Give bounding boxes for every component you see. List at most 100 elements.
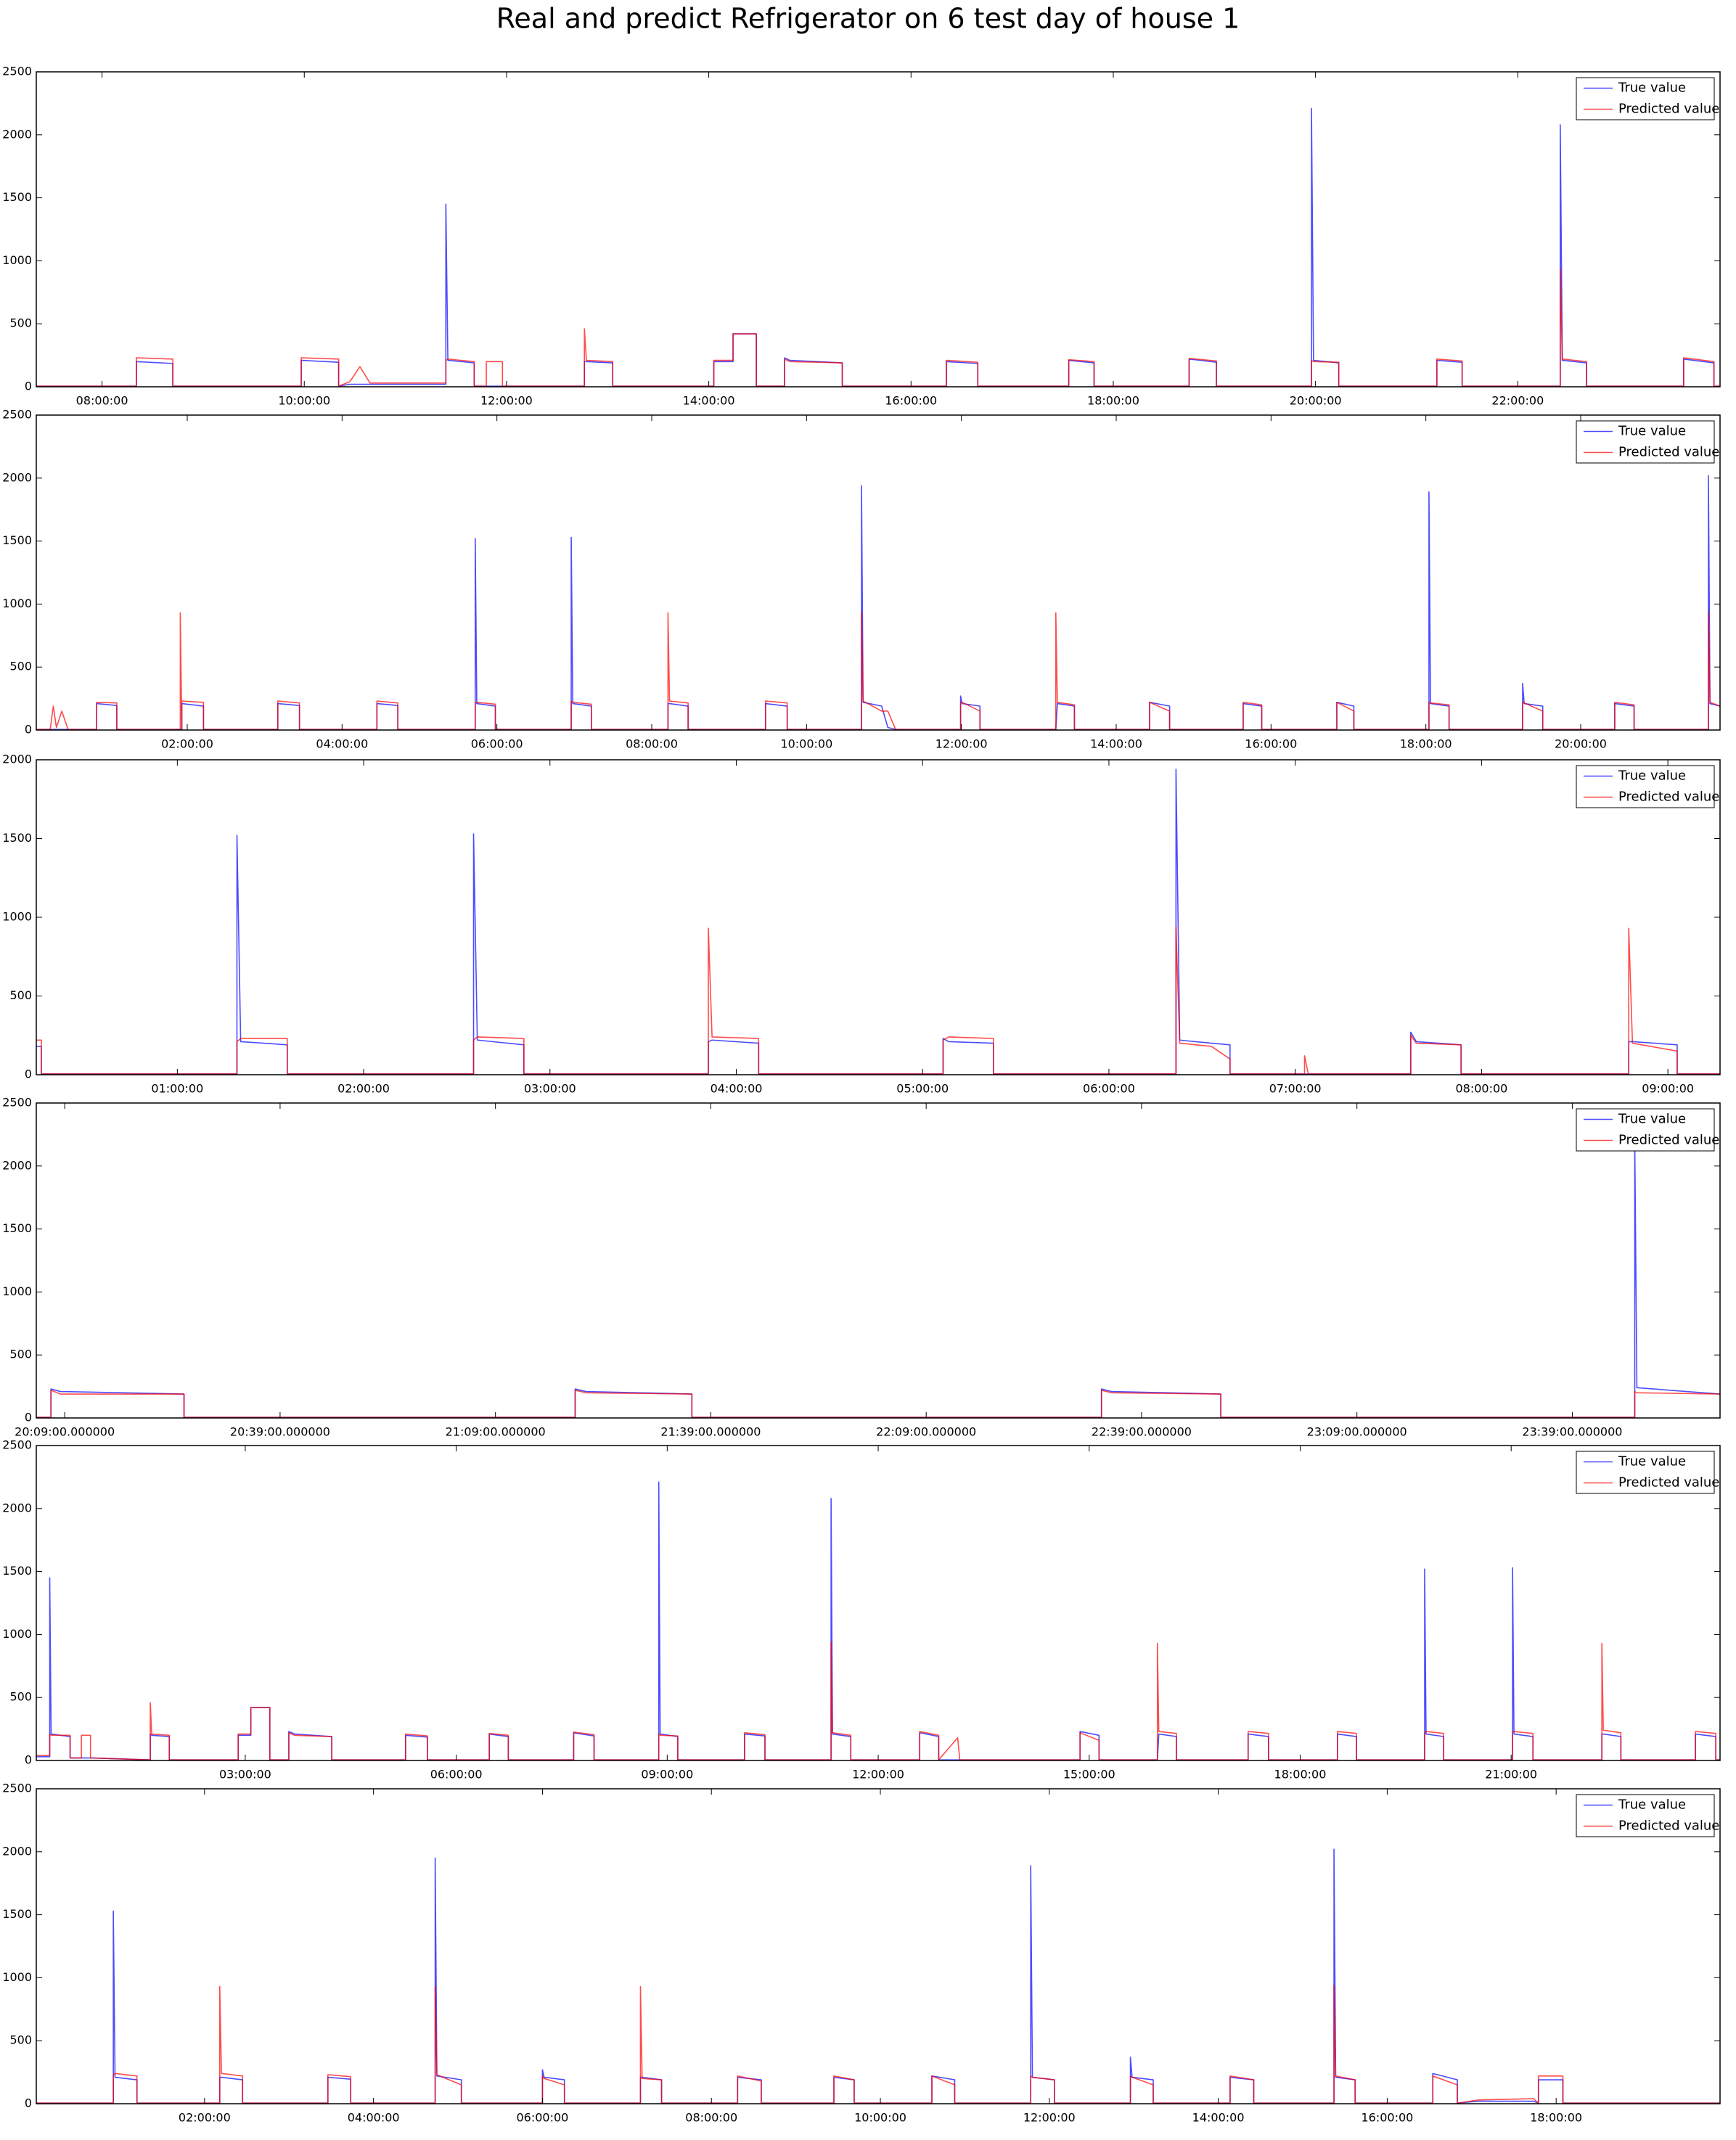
x-tick-label: 06:00:00 (1083, 1082, 1135, 1096)
x-tick-label: 20:00:00 (1555, 737, 1607, 751)
x-tick-label: 22:09:00.000000 (876, 1425, 976, 1439)
x-tick-label: 16:00:00 (1361, 2111, 1413, 2125)
x-tick-label: 20:00:00 (1290, 394, 1342, 408)
y-tick-label: 1500 (2, 1564, 32, 1578)
y-tick-label: 1000 (2, 597, 32, 610)
series-line (36, 611, 1720, 730)
y-tick-label: 500 (9, 1690, 32, 1704)
x-tick-label: 05:00:00 (896, 1082, 949, 1096)
x-tick-label: 12:00:00 (935, 737, 988, 751)
y-tick-label: 2000 (2, 753, 32, 766)
y-tick-label: 1500 (2, 533, 32, 547)
axes-frame (36, 71, 1721, 388)
y-tick-label: 1000 (2, 1284, 32, 1298)
legend-label: Predicted value (1618, 1475, 1719, 1491)
y-tick-label: 2000 (2, 470, 32, 484)
x-tick-label: 06:00:00 (471, 737, 523, 751)
y-tick-label: 0 (25, 1411, 32, 1424)
subplot: 0 500 1000 1500 2000 2500 08:00:00 10:00:00 12:0… (2, 65, 1721, 408)
y-tick-label: 500 (9, 988, 32, 1002)
subplot: 0 500 1000 1500 2000 01:00:00 02:00:00 03:00:00… (2, 753, 1721, 1096)
x-tick-label: 08:00:00 (1455, 1082, 1507, 1096)
y-tick-label: 1500 (2, 190, 32, 204)
x-tick-label: 02:00:00 (179, 2111, 231, 2125)
y-tick-label: 2500 (2, 1782, 32, 1795)
plot-area (36, 1446, 1720, 1760)
legend-box (1576, 1108, 1715, 1152)
x-tick-label: 21:39:00.000000 (660, 1425, 761, 1439)
series-line (36, 1985, 1720, 2104)
legend-label: Predicted value (1618, 445, 1719, 460)
legend-label: Predicted value (1618, 1819, 1719, 1834)
x-tick-label: 08:00:00 (626, 737, 678, 751)
x-tick-label: 12:00:00 (1023, 2111, 1076, 2125)
subplot: 0 500 1000 1500 2000 2500 02:00:00 04:00:00 06:0… (2, 1782, 1721, 2125)
legend-label: True value (1618, 1112, 1686, 1127)
x-tick-label: 02:00:00 (337, 1082, 390, 1096)
plot-lines (36, 768, 1720, 1075)
legend-box (1576, 420, 1715, 464)
y-tick-label: 0 (25, 380, 32, 393)
legend-label: True value (1618, 424, 1686, 439)
y-tick-label: 2000 (2, 127, 32, 141)
legend-box (1576, 1451, 1715, 1494)
x-tick-label: 08:00:00 (685, 2111, 737, 2125)
y-tick-label: 1000 (2, 1627, 32, 1641)
legend-label: Predicted value (1618, 1133, 1719, 1148)
x-tick-label: 18:00:00 (1087, 394, 1139, 408)
legend: True value Predicted value (1576, 420, 1719, 464)
x-tick-label: 12:00:00 (480, 394, 533, 408)
x-tick-label: 01:00:00 (151, 1082, 203, 1096)
legend-box (1576, 77, 1715, 120)
legend-label: Predicted value (1618, 102, 1719, 117)
x-tick-label: 12:00:00 (852, 1768, 904, 1782)
y-tick-label: 1000 (2, 1970, 32, 1984)
legend-box (1576, 765, 1715, 808)
x-tick-label: 20:09:00.000000 (15, 1425, 115, 1439)
x-tick-label: 04:00:00 (348, 2111, 400, 2125)
y-tick-label: 0 (25, 1753, 32, 1767)
y-tick-label: 2500 (2, 1096, 32, 1110)
legend-box (1576, 1794, 1715, 1837)
y-tick-label: 2500 (2, 65, 32, 78)
y-tick-label: 0 (25, 2096, 32, 2110)
x-tick-label: 10:00:00 (278, 394, 330, 408)
x-tick-label: 23:39:00.000000 (1522, 1425, 1622, 1439)
x-tick-label: 21:09:00.000000 (446, 1425, 546, 1439)
y-tick-label: 2000 (2, 1844, 32, 1858)
x-tick-label: 14:00:00 (683, 394, 735, 408)
legend-label: True value (1618, 1454, 1686, 1469)
legend-label: Predicted value (1618, 790, 1719, 805)
x-tick-label: 14:00:00 (1090, 737, 1142, 751)
y-tick-label: 1000 (2, 253, 32, 267)
axes-frame (36, 1445, 1721, 1761)
x-tick-label: 14:00:00 (1192, 2111, 1245, 2125)
plot-area (36, 1789, 1720, 2104)
plot-area (36, 72, 1720, 387)
x-tick-label: 06:00:00 (430, 1768, 483, 1782)
y-tick-label: 0 (25, 1067, 32, 1081)
plot-area (36, 415, 1720, 730)
x-tick-label: 10:00:00 (854, 2111, 906, 2125)
x-tick-label: 08:00:00 (76, 394, 128, 408)
axes-frame (36, 1788, 1721, 2104)
plot-lines (36, 1139, 1720, 1418)
legend: True value Predicted value (1576, 1108, 1719, 1152)
y-tick-label: 500 (9, 316, 32, 330)
x-tick-label: 16:00:00 (885, 394, 937, 408)
subplot: 0 500 1000 1500 2000 2500 20:09:00.000000 20:39… (2, 1096, 1721, 1439)
legend-label: True value (1618, 1797, 1686, 1813)
y-tick-label: 2000 (2, 1158, 32, 1172)
x-tick-label: 10:00:00 (780, 737, 832, 751)
y-tick-label: 500 (9, 2033, 32, 2047)
y-tick-label: 500 (9, 660, 32, 673)
axes-frame (36, 1102, 1721, 1419)
plot-lines (36, 475, 1720, 730)
y-tick-label: 1500 (2, 831, 32, 845)
legend: True value Predicted value (1576, 77, 1719, 120)
axes-frame (36, 414, 1721, 731)
subplot: 0 500 1000 1500 2000 2500 02:00:00 04:00:00 06:0… (2, 408, 1721, 751)
x-tick-label: 02:00:00 (161, 737, 213, 751)
plot-lines (36, 1848, 1720, 2104)
x-tick-label: 20:39:00.000000 (230, 1425, 330, 1439)
